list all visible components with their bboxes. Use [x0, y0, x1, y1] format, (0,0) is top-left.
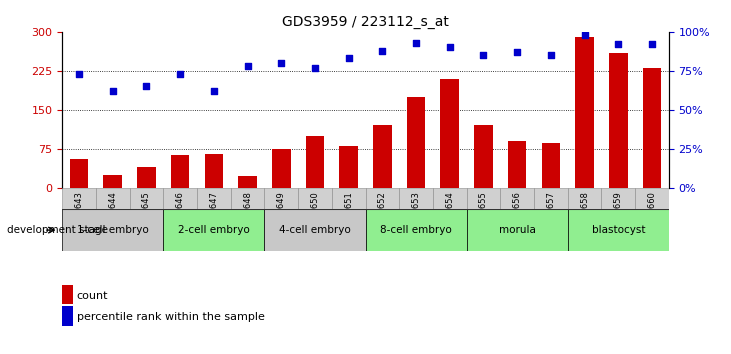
Bar — [62, 188, 96, 209]
Bar — [609, 53, 628, 188]
Text: percentile rank within the sample: percentile rank within the sample — [77, 312, 265, 322]
Bar — [568, 188, 602, 209]
Bar — [238, 176, 257, 188]
Bar — [103, 175, 122, 188]
Bar — [406, 97, 425, 188]
Bar — [332, 188, 366, 209]
Bar — [137, 167, 156, 188]
Text: GSM456650: GSM456650 — [311, 191, 319, 241]
Title: GDS3959 / 223112_s_at: GDS3959 / 223112_s_at — [282, 16, 449, 29]
Bar — [163, 209, 265, 251]
Text: GSM456645: GSM456645 — [142, 191, 151, 241]
Bar — [69, 159, 88, 188]
Text: GSM456649: GSM456649 — [277, 191, 286, 241]
Bar — [441, 79, 459, 188]
Text: GSM456652: GSM456652 — [378, 191, 387, 241]
Text: GSM456655: GSM456655 — [479, 191, 488, 241]
Text: GSM456646: GSM456646 — [175, 191, 185, 242]
Point — [646, 41, 658, 47]
Point — [410, 40, 422, 46]
Text: GSM456659: GSM456659 — [614, 191, 623, 241]
Text: GSM456644: GSM456644 — [108, 191, 117, 241]
Bar — [306, 136, 325, 188]
Text: GSM456651: GSM456651 — [344, 191, 353, 241]
Text: GSM456656: GSM456656 — [512, 191, 522, 242]
Text: GSM456648: GSM456648 — [243, 191, 252, 242]
Bar — [466, 188, 500, 209]
Text: count: count — [77, 291, 108, 301]
Text: GSM456653: GSM456653 — [412, 191, 420, 242]
Point — [579, 32, 591, 38]
Bar — [373, 125, 392, 188]
Bar — [635, 188, 669, 209]
Bar — [366, 188, 399, 209]
Bar — [298, 188, 332, 209]
Point — [174, 71, 186, 77]
Text: 8-cell embryo: 8-cell embryo — [380, 225, 452, 235]
Text: blastocyst: blastocyst — [591, 225, 645, 235]
Text: morula: morula — [499, 225, 536, 235]
Text: 4-cell embryo: 4-cell embryo — [279, 225, 351, 235]
Point — [511, 49, 523, 55]
Bar — [96, 188, 129, 209]
Text: GSM456654: GSM456654 — [445, 191, 454, 241]
Text: GSM456657: GSM456657 — [546, 191, 556, 242]
Point — [444, 45, 455, 50]
Bar — [433, 188, 466, 209]
Point — [343, 56, 355, 61]
Bar — [205, 154, 223, 188]
Point — [107, 88, 118, 94]
Bar — [575, 37, 594, 188]
Text: GSM456643: GSM456643 — [75, 191, 83, 242]
Bar — [129, 188, 163, 209]
Text: 1-cell embryo: 1-cell embryo — [77, 225, 148, 235]
Bar — [366, 209, 466, 251]
Bar — [399, 188, 433, 209]
Point — [613, 41, 624, 47]
Bar — [197, 188, 231, 209]
Point — [73, 71, 85, 77]
Bar — [643, 68, 662, 188]
Point — [545, 52, 557, 58]
Point — [276, 60, 287, 66]
Text: GSM456658: GSM456658 — [580, 191, 589, 242]
Bar — [534, 188, 568, 209]
Point — [477, 52, 489, 58]
Point — [208, 88, 219, 94]
Bar — [231, 188, 265, 209]
Text: 2-cell embryo: 2-cell embryo — [178, 225, 250, 235]
Text: development stage: development stage — [7, 225, 108, 235]
Bar — [171, 155, 189, 188]
Bar — [265, 188, 298, 209]
Bar — [163, 188, 197, 209]
Bar — [265, 209, 366, 251]
Bar — [568, 209, 669, 251]
Bar — [339, 146, 358, 188]
Bar — [62, 209, 163, 251]
Bar — [542, 143, 560, 188]
Point — [242, 63, 254, 69]
Bar — [602, 188, 635, 209]
Bar — [500, 188, 534, 209]
Point — [309, 65, 321, 70]
Bar — [474, 125, 493, 188]
Point — [376, 48, 388, 53]
Bar — [508, 141, 526, 188]
Text: GSM456660: GSM456660 — [648, 191, 656, 242]
Bar — [272, 149, 290, 188]
Bar — [466, 209, 568, 251]
Text: GSM456647: GSM456647 — [209, 191, 219, 242]
Point — [140, 84, 152, 89]
